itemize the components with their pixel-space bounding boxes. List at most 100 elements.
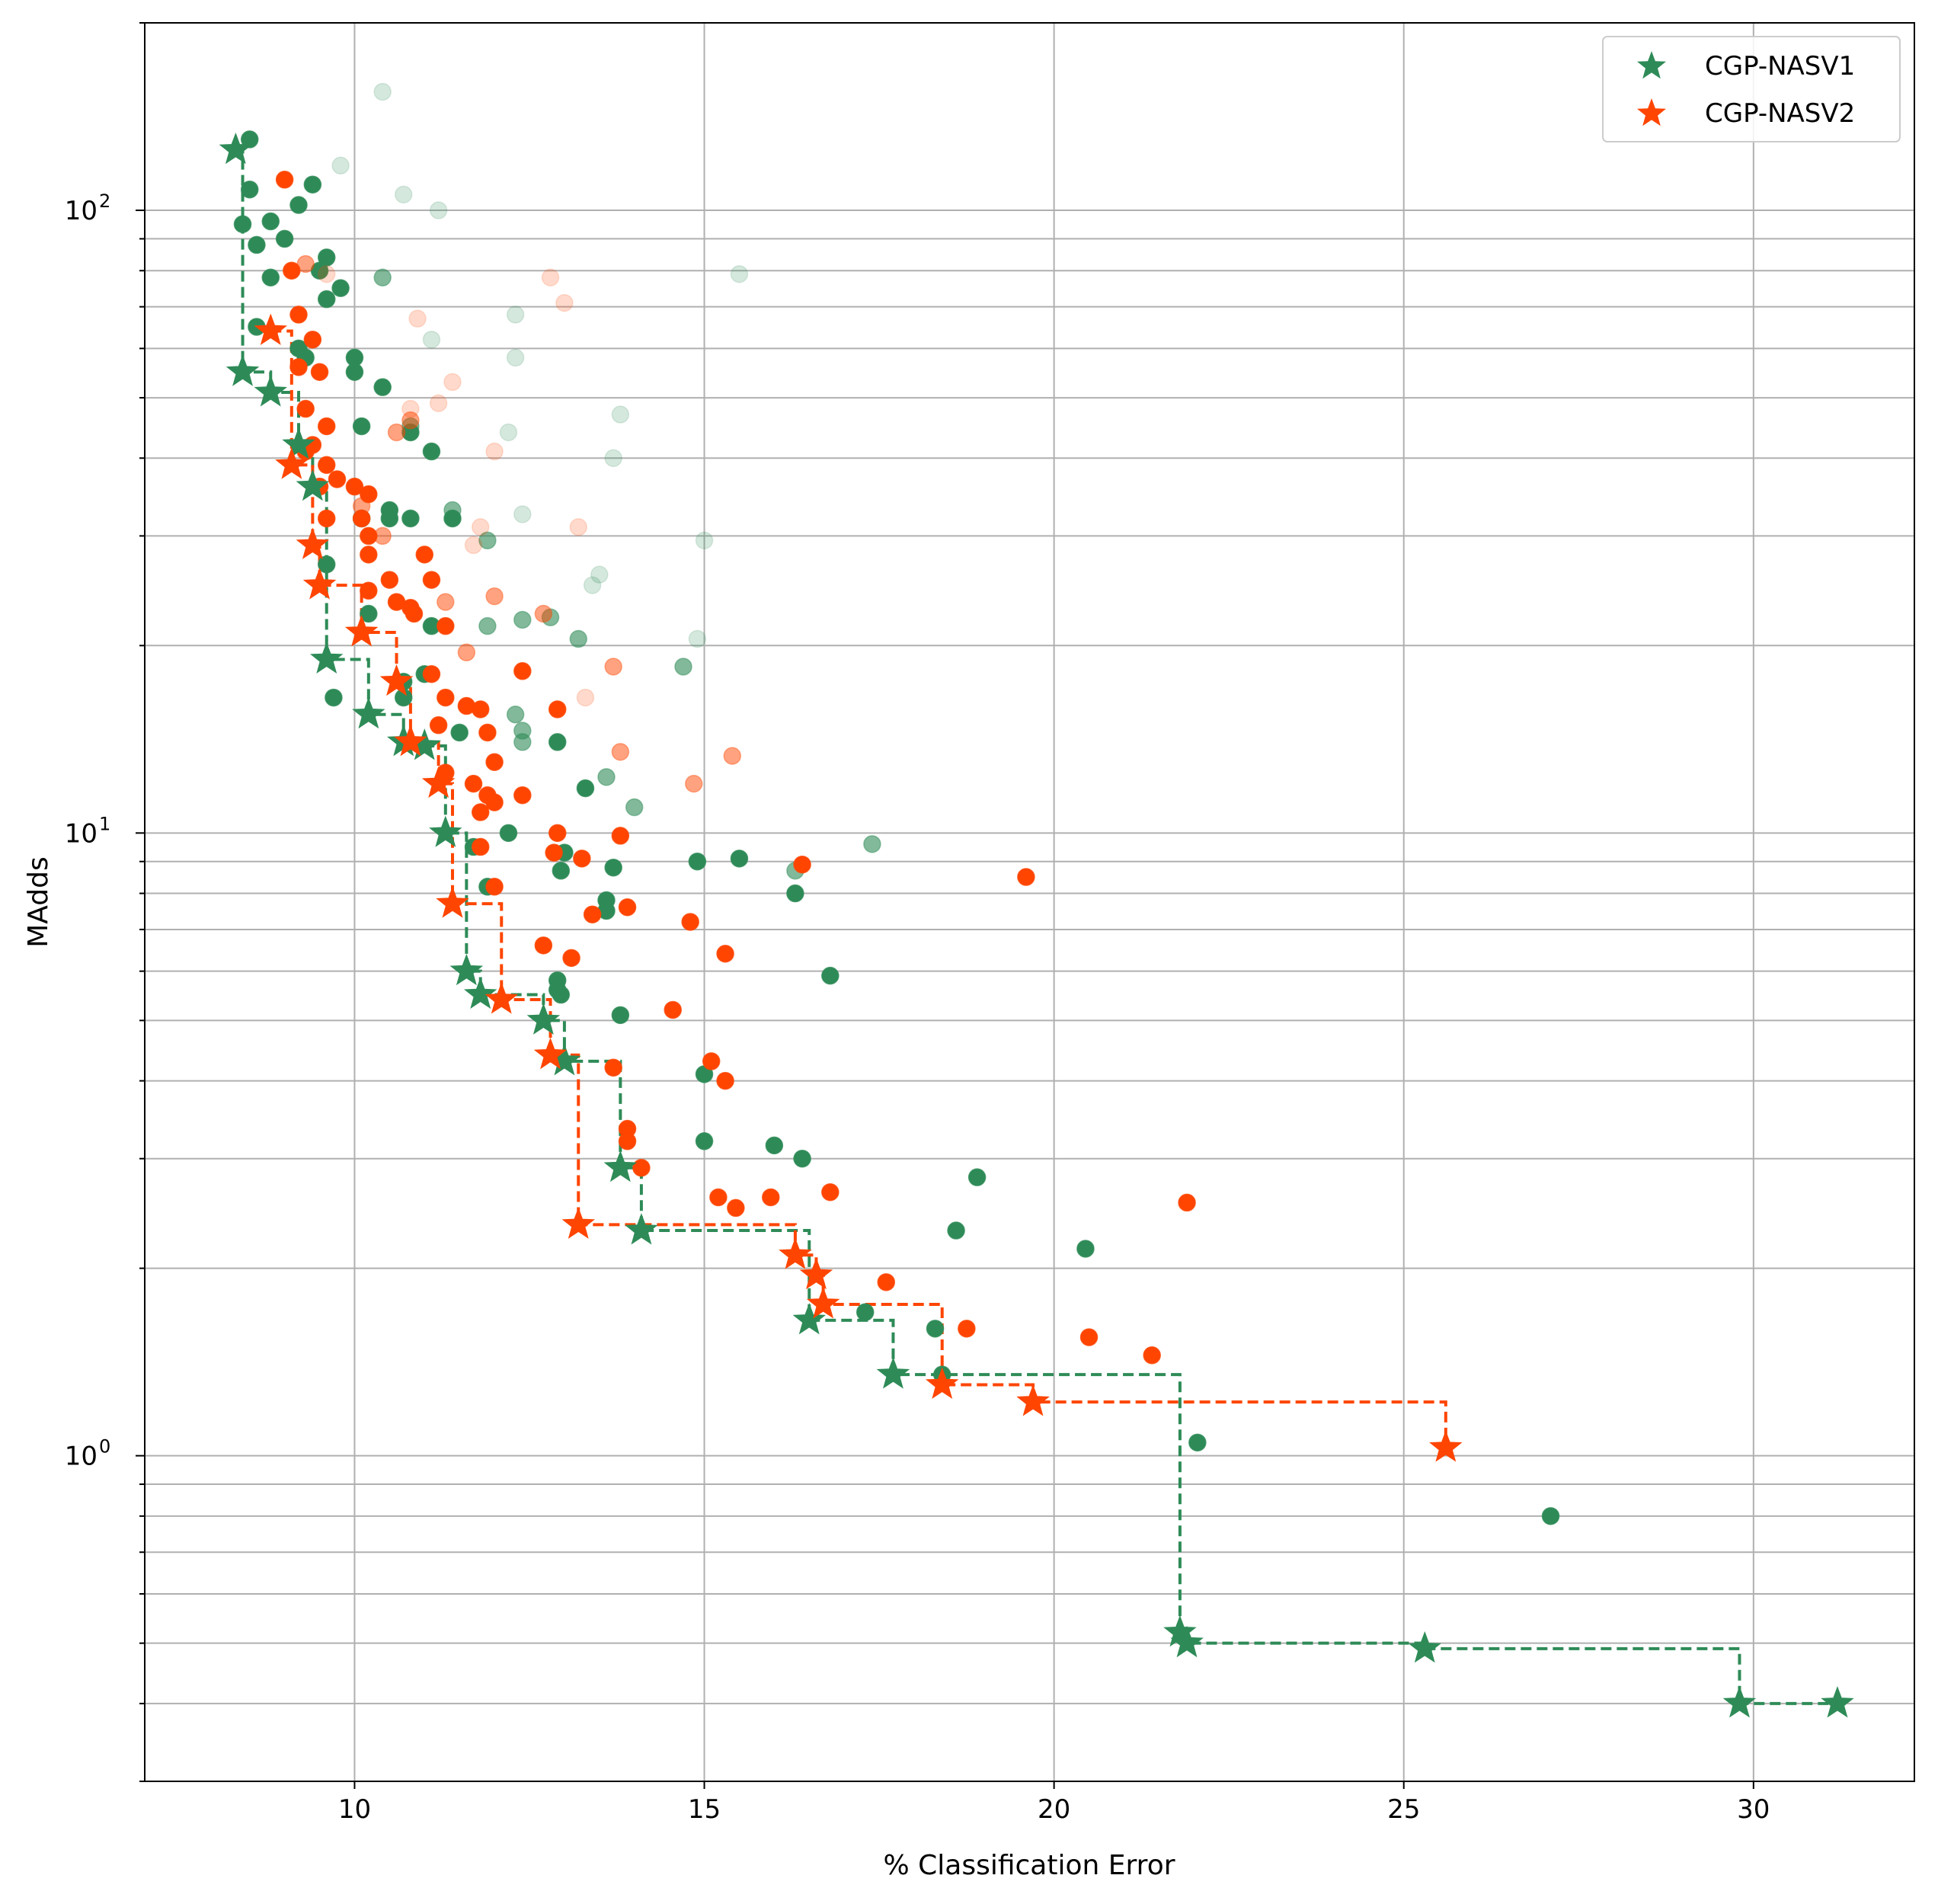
point-v2 xyxy=(604,1058,622,1077)
point-v2 xyxy=(380,571,399,589)
pareto-star-v2 xyxy=(925,1367,959,1400)
legend-items xyxy=(1637,51,1666,126)
point-v1 xyxy=(611,405,630,424)
point-v2 xyxy=(422,571,441,589)
point-v1 xyxy=(793,1149,811,1168)
pareto-star-v1 xyxy=(254,375,288,407)
point-v2 xyxy=(618,1132,637,1150)
x-tick-label: 20 xyxy=(1038,1794,1070,1825)
point-v1 xyxy=(317,290,336,309)
point-v2 xyxy=(457,643,476,662)
point-v2 xyxy=(345,477,364,496)
point-v1 xyxy=(688,629,707,648)
legend: CGP-NASV1 CGP-NASV2 xyxy=(1602,36,1901,142)
point-v1 xyxy=(569,629,588,648)
point-v1 xyxy=(422,442,441,461)
point-v1 xyxy=(590,565,609,584)
point-v1 xyxy=(325,688,343,707)
point-v1 xyxy=(499,824,518,843)
point-v2 xyxy=(611,827,630,845)
point-v1 xyxy=(786,884,804,903)
plot-frame xyxy=(144,22,1915,1782)
point-v1 xyxy=(275,229,294,248)
point-v2 xyxy=(604,658,622,676)
point-v2 xyxy=(681,913,699,931)
pareto-star-v1 xyxy=(1408,1631,1442,1663)
point-v1 xyxy=(548,733,567,751)
point-v1 xyxy=(947,1221,965,1240)
point-v2 xyxy=(429,716,448,734)
legend-label-v2: CGP-NASV2 xyxy=(1705,98,1855,129)
point-v1 xyxy=(233,215,252,233)
point-v2 xyxy=(716,945,734,963)
point-v2 xyxy=(373,526,392,546)
point-v2 xyxy=(437,688,455,707)
point-v1 xyxy=(450,723,469,742)
point-v2 xyxy=(485,442,504,461)
point-v2 xyxy=(573,850,591,868)
point-v1 xyxy=(583,576,602,594)
point-v1 xyxy=(513,505,532,523)
point-v2 xyxy=(632,1158,651,1177)
point-v2 xyxy=(1143,1346,1161,1365)
point-v2 xyxy=(548,824,567,843)
point-v1 xyxy=(597,768,616,786)
pareto-star-v2 xyxy=(379,664,414,696)
point-v2 xyxy=(485,793,504,811)
point-v1 xyxy=(331,156,350,175)
point-v1 xyxy=(674,658,692,676)
point-v2 xyxy=(317,264,336,283)
point-v2 xyxy=(289,358,308,376)
point-v2 xyxy=(317,417,336,436)
point-v1 xyxy=(506,306,525,324)
scatter-points xyxy=(233,82,1560,1525)
point-v1 xyxy=(576,779,595,798)
point-v2 xyxy=(664,1000,682,1019)
point-v2 xyxy=(387,423,406,442)
point-v2 xyxy=(702,1052,721,1070)
point-v2 xyxy=(429,394,448,412)
point-v2 xyxy=(485,753,504,771)
pareto-star-v1 xyxy=(296,469,330,501)
point-v2 xyxy=(283,261,301,280)
pareto-star-v1 xyxy=(463,977,497,1010)
point-v2 xyxy=(569,517,588,536)
point-v1 xyxy=(394,185,413,204)
point-v1 xyxy=(604,858,622,877)
point-v1 xyxy=(926,1320,945,1338)
point-v1 xyxy=(604,449,622,468)
point-v2 xyxy=(485,587,504,606)
point-v1 xyxy=(478,531,497,550)
pareto-star-v1 xyxy=(603,1150,638,1182)
pareto-star-v2 xyxy=(275,447,309,479)
point-v2 xyxy=(405,604,424,623)
point-v1 xyxy=(506,706,525,724)
y-axis-label: MAdds xyxy=(23,856,54,948)
pareto-star-v1 xyxy=(1722,1686,1757,1718)
point-v1 xyxy=(422,330,441,349)
point-v2 xyxy=(821,1182,839,1202)
point-v1 xyxy=(303,175,322,194)
point-v1 xyxy=(765,1136,784,1155)
y-tick-label: 10 xyxy=(65,1442,98,1472)
point-v2 xyxy=(723,747,742,765)
pareto-star-v2 xyxy=(344,615,379,647)
x-axis-label: % Classification Error xyxy=(883,1850,1175,1881)
point-v2 xyxy=(317,509,336,528)
point-v2 xyxy=(555,293,574,312)
point-v1 xyxy=(331,279,350,297)
point-v2 xyxy=(328,470,347,488)
pareto-star-v2 xyxy=(296,527,330,559)
point-v2 xyxy=(289,306,308,324)
point-v2 xyxy=(317,456,336,475)
legend-box xyxy=(1602,36,1901,142)
point-v2 xyxy=(471,837,490,856)
pareto-star-v1 xyxy=(225,354,260,386)
point-v2 xyxy=(583,905,602,923)
point-v2 xyxy=(545,843,563,862)
pareto-star-v2 xyxy=(436,886,469,918)
pareto-star-v2 xyxy=(394,725,427,757)
point-v1 xyxy=(443,501,462,520)
